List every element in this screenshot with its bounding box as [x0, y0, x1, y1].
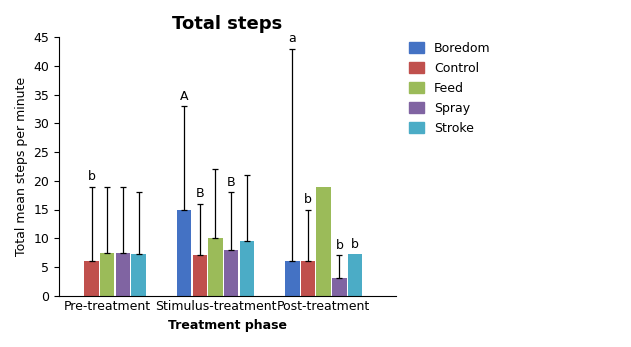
Bar [177, 210, 191, 296]
Bar [240, 241, 254, 296]
Bar [115, 253, 130, 296]
Bar [100, 253, 114, 296]
Bar [85, 261, 99, 296]
Bar [131, 254, 146, 296]
Text: b: b [336, 239, 343, 252]
Text: B: B [227, 176, 235, 189]
Bar [224, 250, 239, 296]
Bar [317, 187, 331, 296]
Text: a: a [288, 32, 297, 45]
Title: Total steps: Total steps [172, 15, 283, 33]
Text: B: B [196, 187, 204, 200]
Y-axis label: Total mean steps per minute: Total mean steps per minute [15, 77, 28, 256]
X-axis label: Treatment phase: Treatment phase [168, 319, 287, 332]
Text: A: A [180, 90, 189, 103]
Bar [332, 278, 346, 296]
Text: b: b [88, 170, 95, 183]
Bar [348, 254, 362, 296]
Bar [208, 238, 223, 296]
Text: b: b [351, 238, 359, 251]
Legend: Boredom, Control, Feed, Spray, Stroke: Boredom, Control, Feed, Spray, Stroke [406, 39, 495, 138]
Bar [192, 255, 207, 296]
Bar [285, 261, 300, 296]
Bar [301, 261, 316, 296]
Text: b: b [304, 193, 312, 206]
